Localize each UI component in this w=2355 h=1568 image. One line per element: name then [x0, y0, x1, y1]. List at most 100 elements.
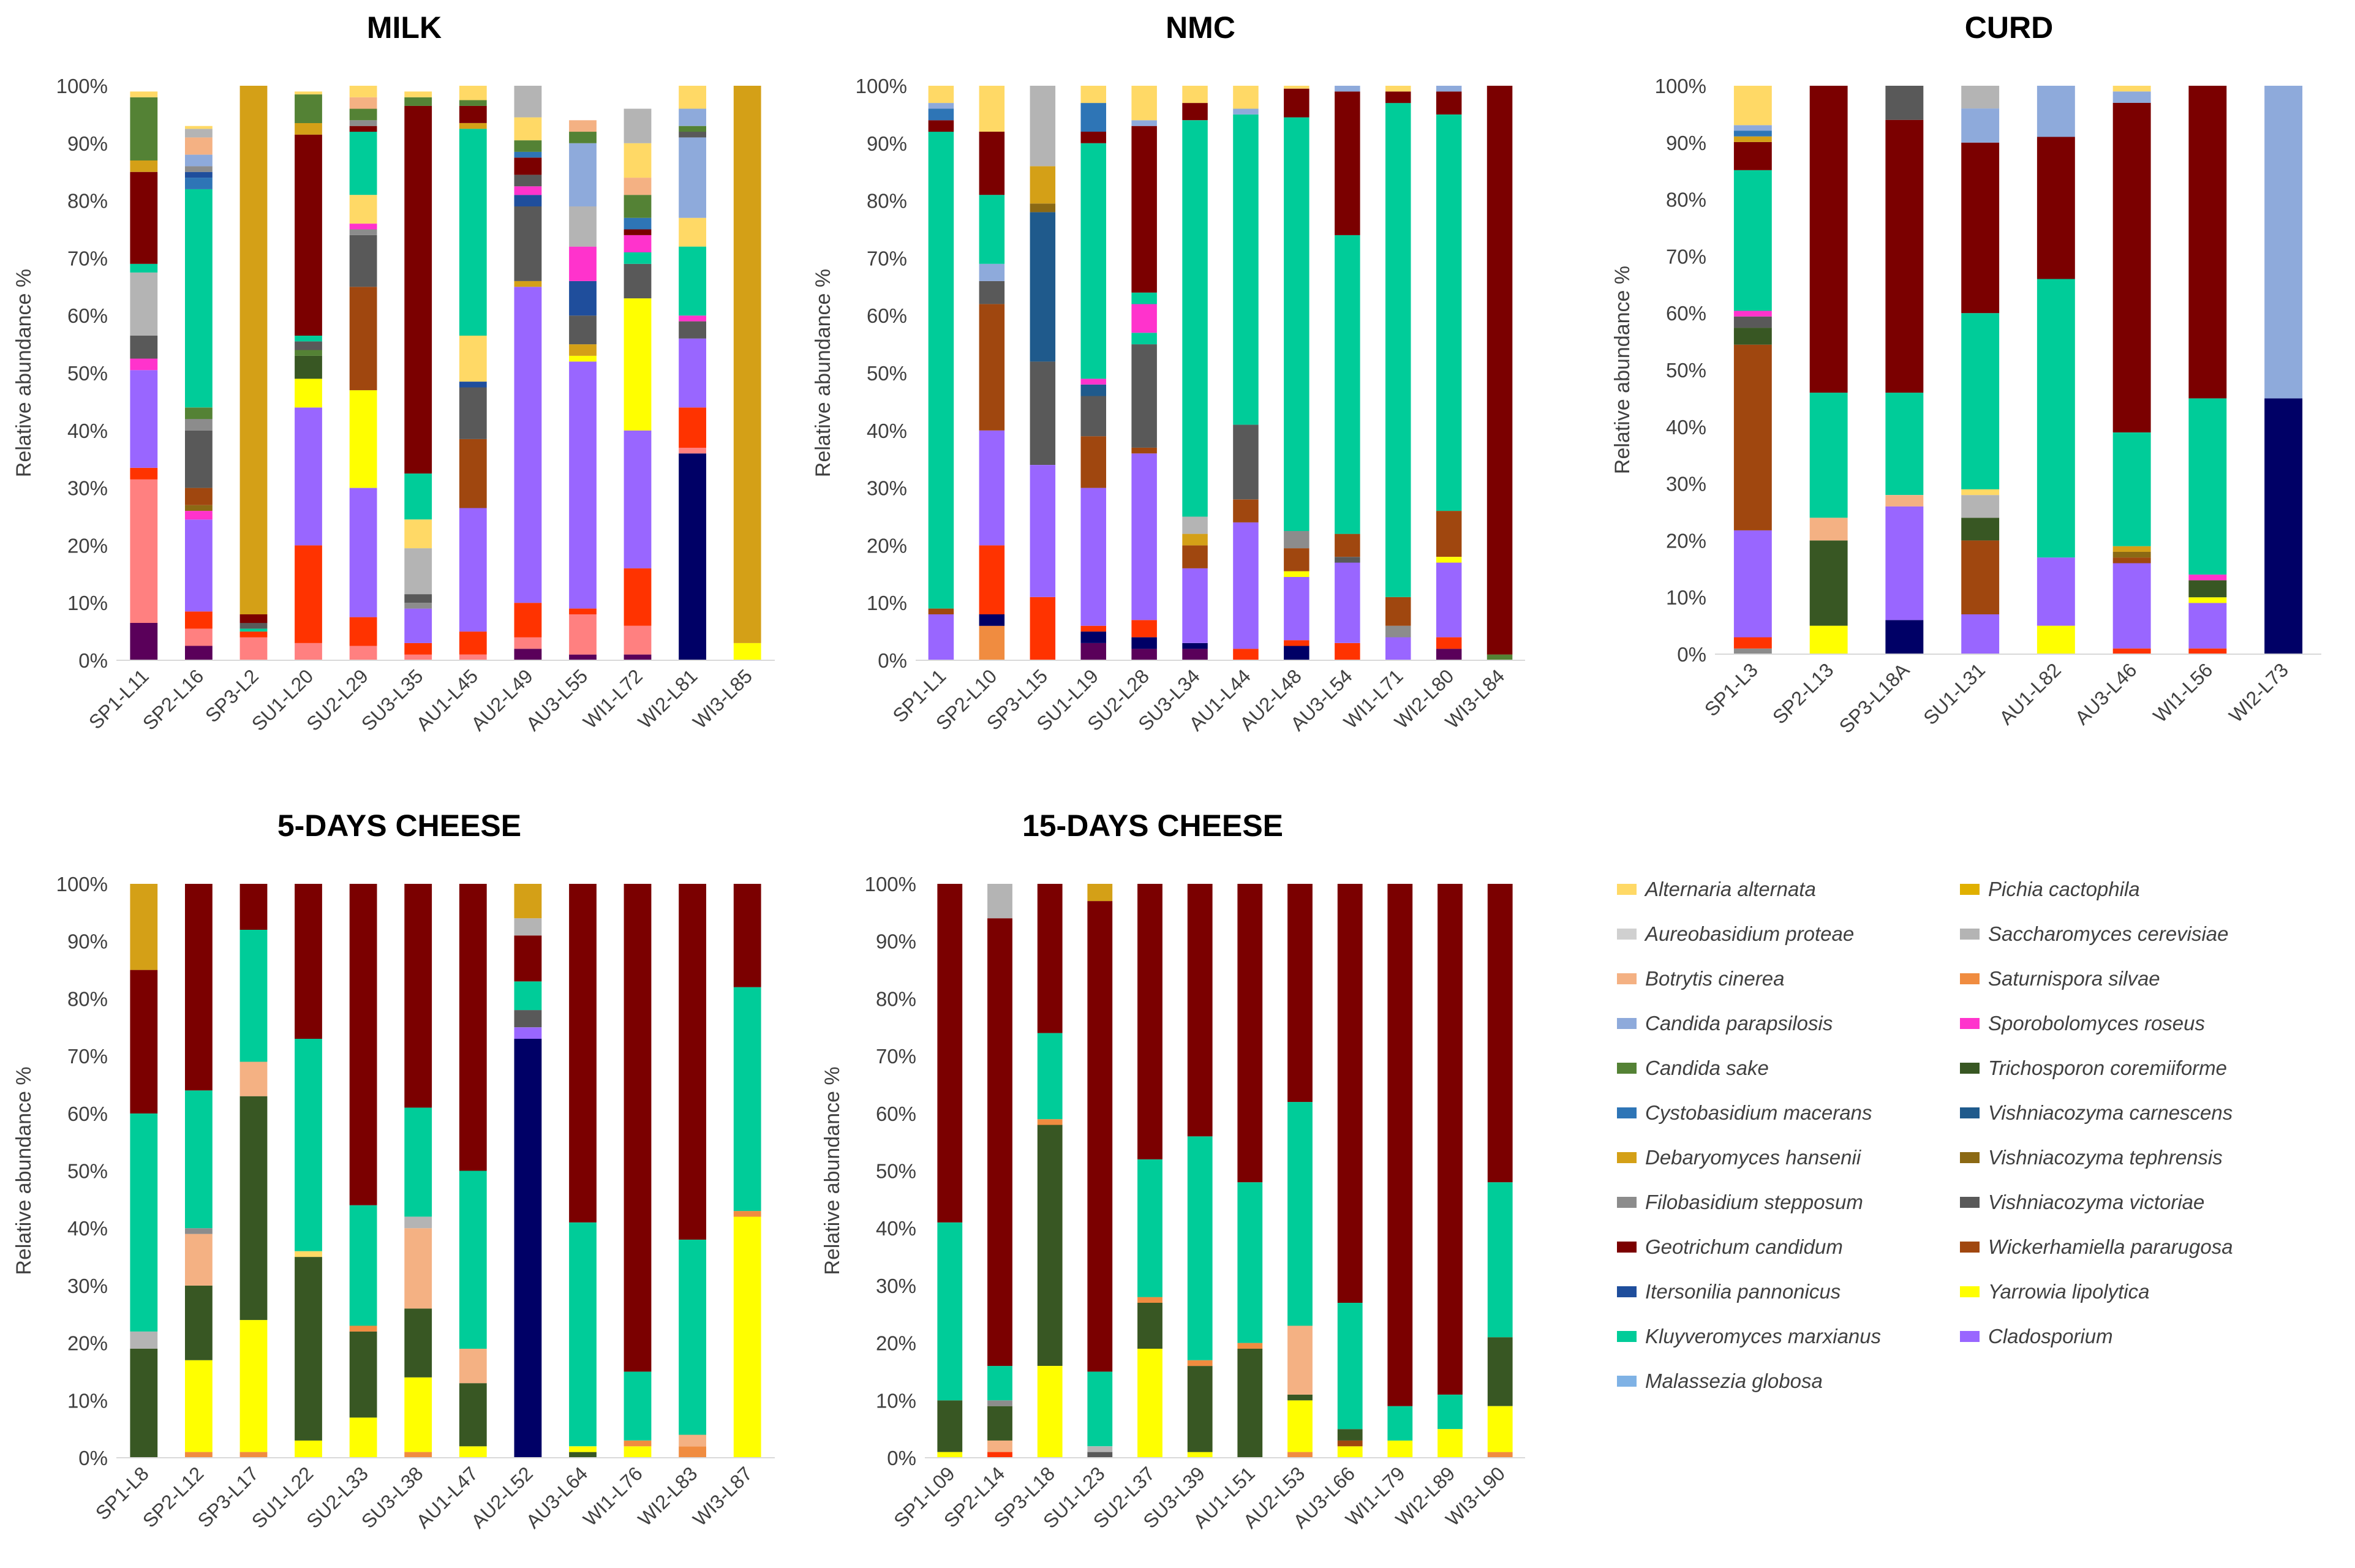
- bar-segment-KM: [569, 1222, 597, 1447]
- bar-segment-VV: [404, 594, 432, 603]
- bar-segment-SS: [1137, 1297, 1162, 1303]
- y-tick-label: 40%: [67, 420, 108, 442]
- legend-item-MG: Malassezia globosa: [1617, 1368, 1823, 1395]
- x-tick-label: SP2-L12: [138, 1462, 208, 1532]
- bar-segment-KM: [1733, 170, 1772, 311]
- bar-segment-VV: [459, 387, 487, 439]
- bar-segment-SC: [1961, 495, 2000, 518]
- bar-segment-YL: [295, 379, 322, 408]
- y-tick-label: 50%: [1666, 359, 1706, 382]
- bar-segment-KM: [679, 1239, 706, 1435]
- bar-segment-KM: [459, 1170, 487, 1349]
- legend-item-DH: Debaryomyces hansenii: [1617, 1144, 1861, 1171]
- bar-segment-KM: [514, 981, 542, 1011]
- bar-segment-SR: [185, 511, 213, 520]
- x-tick-label: WI1-L76: [579, 1462, 647, 1530]
- bar-segment-KM: [459, 129, 487, 336]
- bar-segment-NV: [1131, 637, 1157, 649]
- bar-segment-AA: [679, 86, 706, 109]
- bar-segment-YL: [569, 355, 597, 362]
- bar-segment-VT: [2112, 552, 2151, 558]
- bar-segment-CL: [1885, 506, 1924, 620]
- bar-segment-GC: [987, 918, 1012, 1366]
- legend-swatch-YL: [1960, 1286, 1980, 1297]
- bar-segment-YL: [2188, 597, 2227, 603]
- bar-segment-KM: [1385, 103, 1411, 597]
- bar-segment-FS: [1385, 625, 1411, 638]
- legend-swatch-GC: [1617, 1242, 1637, 1253]
- bar-segment-VT: [1030, 203, 1056, 213]
- y-tick-label: 40%: [867, 420, 907, 442]
- bar-segment-RO: [295, 545, 322, 643]
- bar-segment-DH: [1733, 136, 1772, 142]
- y-tick-label: 60%: [867, 304, 907, 327]
- chart-title: MILK: [367, 10, 442, 45]
- y-tick-label: 100%: [856, 75, 907, 97]
- bar-segment-SC: [1087, 1446, 1113, 1452]
- bar-segment-RO: [130, 467, 158, 480]
- legend-swatch-IP: [1617, 1286, 1637, 1297]
- bar-segment-LP: [624, 625, 652, 655]
- bar-segment-CM: [624, 217, 652, 230]
- bar-segment-RO: [2188, 648, 2227, 654]
- legend-swatch-CS: [1617, 1063, 1637, 1074]
- bar-segment-IP: [185, 172, 213, 178]
- y-tick-label: 30%: [67, 1275, 108, 1297]
- legend-item-SC: Saccharomyces cerevisiae: [1960, 921, 2229, 948]
- bar-segment-CL: [679, 338, 706, 408]
- x-tick-label: WI1-L72: [579, 665, 647, 733]
- bar-segment-LP: [569, 614, 597, 655]
- bar-segment-BC: [624, 178, 652, 195]
- legend-item-VV: Vishniacozyma victoriae: [1960, 1189, 2204, 1216]
- legend-item-FS: Filobasidium stepposum: [1617, 1189, 1863, 1216]
- bar-segment-SS: [979, 625, 1005, 660]
- bar-segment-RO: [1131, 620, 1157, 638]
- bar-segment-KM: [1137, 1159, 1162, 1297]
- bar-segment-YL: [1809, 625, 1848, 654]
- legend-swatch-KM: [1617, 1331, 1637, 1342]
- bar-segment-FS: [987, 1400, 1012, 1406]
- bar-segment-YL: [1387, 1440, 1413, 1458]
- bar-segment-DN: [514, 649, 542, 660]
- bar-segment-WP: [1080, 436, 1106, 488]
- legend-item-GC: Geotrichum candidum: [1617, 1234, 1843, 1261]
- y-axis-label: Relative abundance %: [12, 269, 36, 477]
- bar-segment-TC: [987, 1406, 1012, 1441]
- bar-segment-KM: [130, 1113, 158, 1332]
- bar-segment-GC: [1237, 884, 1263, 1183]
- bar-segment-AA: [1131, 86, 1157, 121]
- bar-segment-SC: [514, 86, 542, 118]
- bar-segment-SC: [185, 129, 213, 138]
- bar-segment-LP: [295, 643, 322, 660]
- bar-segment-GC: [514, 157, 542, 175]
- bar-segment-YL: [733, 643, 761, 660]
- bar-segment-DN: [1131, 649, 1157, 660]
- bar-segment-GC: [2112, 102, 2151, 433]
- bar-segment-AA: [1080, 86, 1106, 104]
- legend-item-KM: Kluyveromyces marxianus: [1617, 1323, 1881, 1350]
- y-tick-label: 50%: [67, 362, 108, 385]
- x-tick-label: SP3-L18A: [1835, 658, 1914, 737]
- bar-segment-YL: [1436, 557, 1462, 563]
- bar-segment-TC: [1809, 540, 1848, 626]
- legend-label: Vishniacozyma carnescens: [1988, 1101, 2233, 1124]
- legend-item-CL: Cladosporium: [1960, 1323, 2113, 1350]
- bar-segment-GC: [979, 132, 1005, 195]
- bar-segment-WP: [1131, 447, 1157, 454]
- x-tick-label: WI2-L83: [634, 1462, 702, 1530]
- bar-segment-KM: [1436, 114, 1462, 511]
- bar-segment-AA: [1233, 86, 1259, 109]
- bar-segment-RO: [1030, 597, 1056, 660]
- bar-segment-LP: [679, 447, 706, 454]
- bar-segment-GC: [1080, 132, 1106, 143]
- bar-segment-KM: [2037, 279, 2075, 558]
- bar-segment-KM: [1080, 143, 1106, 379]
- x-tick-label: WI1-L56: [2149, 658, 2217, 726]
- bar-segment-GC: [1131, 126, 1157, 293]
- bar-segment-YL: [1137, 1349, 1162, 1458]
- bar-segment-VV: [514, 206, 542, 281]
- y-tick-label: 20%: [67, 534, 108, 557]
- bar-segment-CP: [1961, 108, 2000, 143]
- legend-label: Saturnispora silvae: [1988, 967, 2160, 990]
